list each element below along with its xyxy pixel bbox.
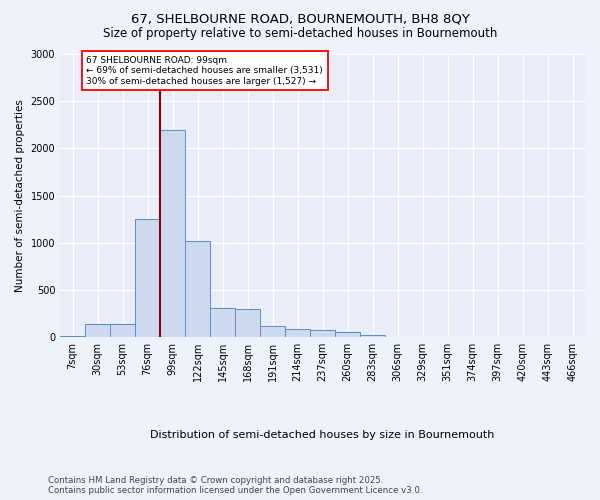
Text: 67 SHELBOURNE ROAD: 99sqm
← 69% of semi-detached houses are smaller (3,531)
30% : 67 SHELBOURNE ROAD: 99sqm ← 69% of semi-… [86, 56, 323, 86]
Bar [310, 330, 335, 337]
Bar [185, 241, 210, 337]
Bar [360, 334, 385, 337]
Text: 67, SHELBOURNE ROAD, BOURNEMOUTH, BH8 8QY: 67, SHELBOURNE ROAD, BOURNEMOUTH, BH8 8Q… [131, 12, 469, 26]
Bar [210, 308, 235, 337]
Bar [285, 329, 310, 337]
Bar [335, 332, 360, 337]
Bar [160, 130, 185, 337]
X-axis label: Distribution of semi-detached houses by size in Bournemouth: Distribution of semi-detached houses by … [151, 430, 495, 440]
Bar [85, 324, 110, 337]
Y-axis label: Number of semi-detached properties: Number of semi-detached properties [15, 99, 25, 292]
Text: Contains HM Land Registry data © Crown copyright and database right 2025.: Contains HM Land Registry data © Crown c… [48, 476, 383, 485]
Bar [110, 324, 135, 337]
Text: Contains public sector information licensed under the Open Government Licence v3: Contains public sector information licen… [48, 486, 422, 495]
Text: Size of property relative to semi-detached houses in Bournemouth: Size of property relative to semi-detach… [103, 28, 497, 40]
Bar [135, 219, 160, 337]
Bar [260, 326, 285, 337]
Bar [235, 310, 260, 337]
Bar [60, 336, 85, 337]
